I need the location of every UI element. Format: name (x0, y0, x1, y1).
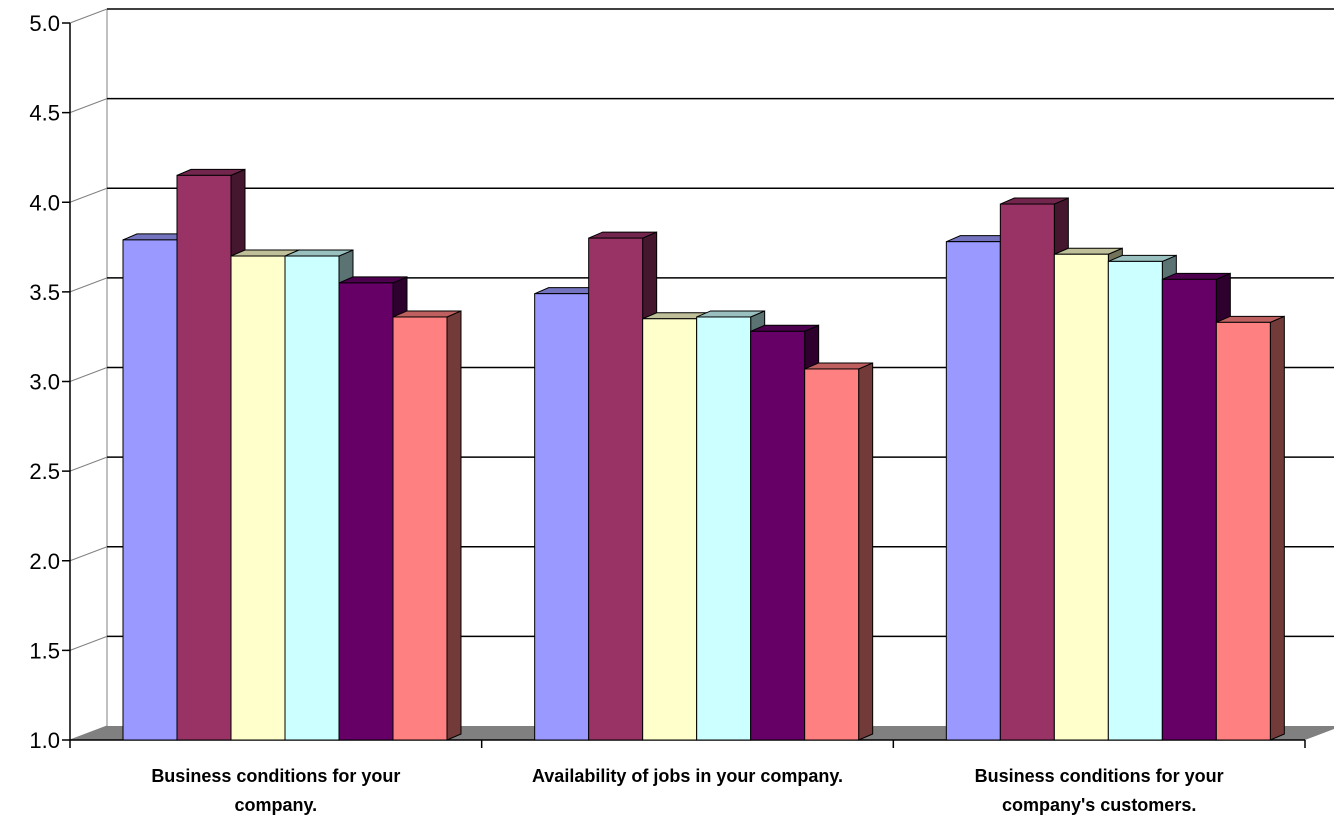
gridline-side (69, 456, 108, 472)
bar (999, 203, 1055, 741)
bar (230, 255, 286, 741)
x-category-label: Business conditions for your company's cu… (975, 766, 1224, 815)
gridline-side (69, 187, 108, 203)
bars (122, 168, 1285, 741)
bar (1107, 260, 1163, 741)
gridline-side (69, 98, 108, 114)
bar (338, 282, 394, 741)
bar (284, 255, 340, 741)
y-tick-label: 2.0 (29, 549, 60, 574)
bar (534, 293, 590, 741)
gridline-side (69, 546, 108, 562)
y-tick-label: 4.5 (29, 101, 60, 126)
gridline-side (69, 277, 108, 293)
gridline-side (69, 8, 108, 24)
y-tick-label: 3.5 (29, 280, 60, 305)
bar (804, 368, 860, 741)
bar (122, 239, 178, 741)
bar (588, 237, 644, 741)
bar (1161, 278, 1217, 741)
bar (176, 174, 232, 741)
y-tick-label: 1.0 (29, 728, 60, 753)
bar (1053, 253, 1109, 741)
bar (750, 330, 806, 741)
bar (642, 318, 698, 741)
x-category-label: Business conditions for your company. (151, 766, 400, 815)
x-category-label-line: Availability of jobs in your company. (532, 766, 843, 786)
x-category-label-line: Business conditions for your (975, 766, 1224, 786)
y-tick-label: 4.0 (29, 190, 60, 215)
bar (1215, 321, 1271, 741)
bar-side (1269, 315, 1285, 741)
y-tick-label: 3.0 (29, 370, 60, 395)
x-category-label-line: company. (234, 795, 317, 815)
y-tick-label: 2.5 (29, 459, 60, 484)
x-category-label-line: company's customers. (1002, 795, 1196, 815)
y-tick-label: 5.0 (29, 11, 60, 36)
bar (392, 316, 448, 741)
bar-side (858, 362, 874, 741)
bar (696, 316, 752, 741)
x-category-label: Availability of jobs in your company. (532, 766, 843, 786)
labels: Business conditions for your company. Avai… (151, 766, 1223, 815)
y-tick-label: 1.5 (29, 638, 60, 663)
bar (945, 241, 1001, 741)
gridline-side (69, 635, 108, 651)
gridline-side (69, 725, 108, 741)
bar-side (446, 310, 462, 741)
x-category-label-line: Business conditions for your (151, 766, 400, 786)
gridline-side (69, 367, 108, 382)
